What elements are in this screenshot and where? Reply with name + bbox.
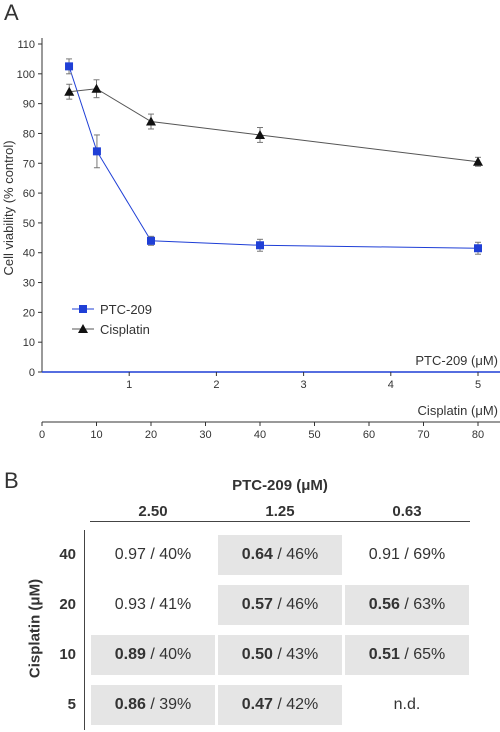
- panel-a-label: A: [4, 0, 19, 25]
- viability-percent: / 42%: [272, 696, 319, 713]
- x-axis-title: Cisplatin (μM): [418, 403, 498, 418]
- x-tick-label: 5: [475, 379, 481, 391]
- combination-index: 0.50: [241, 646, 273, 663]
- table-cell: 0.51 / 65%: [345, 635, 469, 675]
- legend-marker: [79, 305, 87, 313]
- legend-label: PTC-209: [100, 302, 152, 317]
- data-point: [255, 129, 265, 139]
- combination-index: n.d.: [393, 696, 421, 713]
- viability-percent: / 41%: [145, 596, 192, 613]
- table-cell: n.d.: [345, 685, 469, 725]
- table-cell: 0.97 / 40%: [91, 535, 215, 575]
- viability-percent: / 63%: [399, 596, 446, 613]
- combination-index: 0.97: [114, 546, 146, 563]
- combination-index: 0.89: [114, 646, 146, 663]
- viability-percent: / 46%: [272, 546, 319, 563]
- table-title: PTC-209 (μM): [232, 477, 328, 494]
- table-cell: 0.93 / 41%: [91, 585, 215, 625]
- data-point: [473, 156, 483, 166]
- table-cell: 0.86 / 39%: [91, 685, 215, 725]
- y-tick-label: 110: [17, 39, 35, 51]
- data-point: [91, 83, 102, 93]
- y-tick-label: 10: [23, 337, 35, 349]
- viability-percent: / 65%: [399, 646, 446, 663]
- x-tick-label: 30: [199, 429, 211, 440]
- x-tick-label: 3: [301, 379, 307, 391]
- x-tick-label: 1: [126, 379, 132, 391]
- x-tick-label: 10: [90, 429, 102, 440]
- viability-percent: / 46%: [272, 596, 319, 613]
- data-point: [147, 236, 155, 245]
- table-cell: 0.89 / 40%: [91, 635, 215, 675]
- y-axis-title: Cell viability (% control): [1, 140, 16, 275]
- x-tick-label: 70: [417, 429, 429, 440]
- column-header: 1.25: [265, 503, 295, 520]
- row-header: 40: [59, 546, 76, 563]
- row-header: 20: [59, 596, 76, 613]
- combination-index: 0.57: [241, 596, 273, 613]
- column-header: 2.50: [138, 503, 168, 520]
- row-axis-label: Cisplatin (μM): [26, 578, 44, 679]
- y-tick-label: 50: [23, 218, 35, 230]
- x-axis-title: PTC-209 (μM): [415, 353, 498, 368]
- y-tick-label: 0: [29, 367, 35, 379]
- combination-index: 0.51: [368, 646, 400, 663]
- table-cell: 0.64 / 46%: [218, 535, 342, 575]
- column-header: 0.63: [392, 503, 422, 520]
- table-cell: 0.57 / 46%: [218, 585, 342, 625]
- data-point: [64, 86, 75, 96]
- combination-index: 0.91: [368, 546, 400, 563]
- table-cell: 0.56 / 63%: [345, 585, 469, 625]
- series-line: [68, 66, 479, 249]
- table-cell: 0.47 / 42%: [218, 685, 342, 725]
- combination-index: 0.47: [241, 696, 273, 713]
- y-tick-label: 100: [17, 69, 35, 81]
- table-cell: 0.50 / 43%: [218, 635, 342, 675]
- viability-percent: / 39%: [145, 696, 192, 713]
- data-point: [65, 62, 74, 71]
- y-tick-label: 40: [23, 248, 35, 260]
- data-point: [146, 116, 156, 126]
- viability-percent: / 43%: [272, 646, 319, 663]
- viability-percent: / 69%: [399, 546, 446, 563]
- y-tick-label: 60: [23, 188, 35, 200]
- y-tick-label: 70: [23, 158, 35, 170]
- y-tick-label: 80: [23, 128, 35, 140]
- table-row-rule: [84, 530, 85, 730]
- x-tick-label: 0: [39, 429, 45, 440]
- row-header: 5: [67, 696, 76, 713]
- series-line: [69, 88, 479, 163]
- row-header: 10: [59, 646, 76, 663]
- combination-index: 0.56: [368, 596, 400, 613]
- data-point: [256, 241, 264, 250]
- table-cell: 0.91 / 69%: [345, 535, 469, 575]
- combination-index: 0.86: [114, 696, 146, 713]
- legend-label: Cisplatin: [100, 322, 150, 337]
- x-tick-label: 60: [363, 429, 375, 440]
- viability-percent: / 40%: [145, 546, 192, 563]
- x-tick-label: 40: [254, 429, 266, 440]
- table-header-rule: [90, 521, 470, 522]
- x-tick-label: 4: [388, 379, 394, 391]
- data-point: [474, 244, 482, 253]
- y-tick-label: 30: [23, 278, 35, 290]
- x-tick-label: 50: [308, 429, 320, 440]
- legend-marker: [78, 324, 88, 333]
- x-tick-label: 2: [213, 379, 219, 391]
- x-tick-label: 80: [472, 429, 484, 440]
- y-tick-label: 90: [23, 99, 35, 111]
- data-point: [92, 147, 101, 156]
- x-tick-label: 20: [145, 429, 157, 440]
- panel-b-label: B: [4, 468, 19, 493]
- combination-index: 0.93: [114, 596, 146, 613]
- y-tick-label: 20: [23, 307, 35, 319]
- viability-percent: / 40%: [145, 646, 192, 663]
- combination-index: 0.64: [241, 546, 273, 563]
